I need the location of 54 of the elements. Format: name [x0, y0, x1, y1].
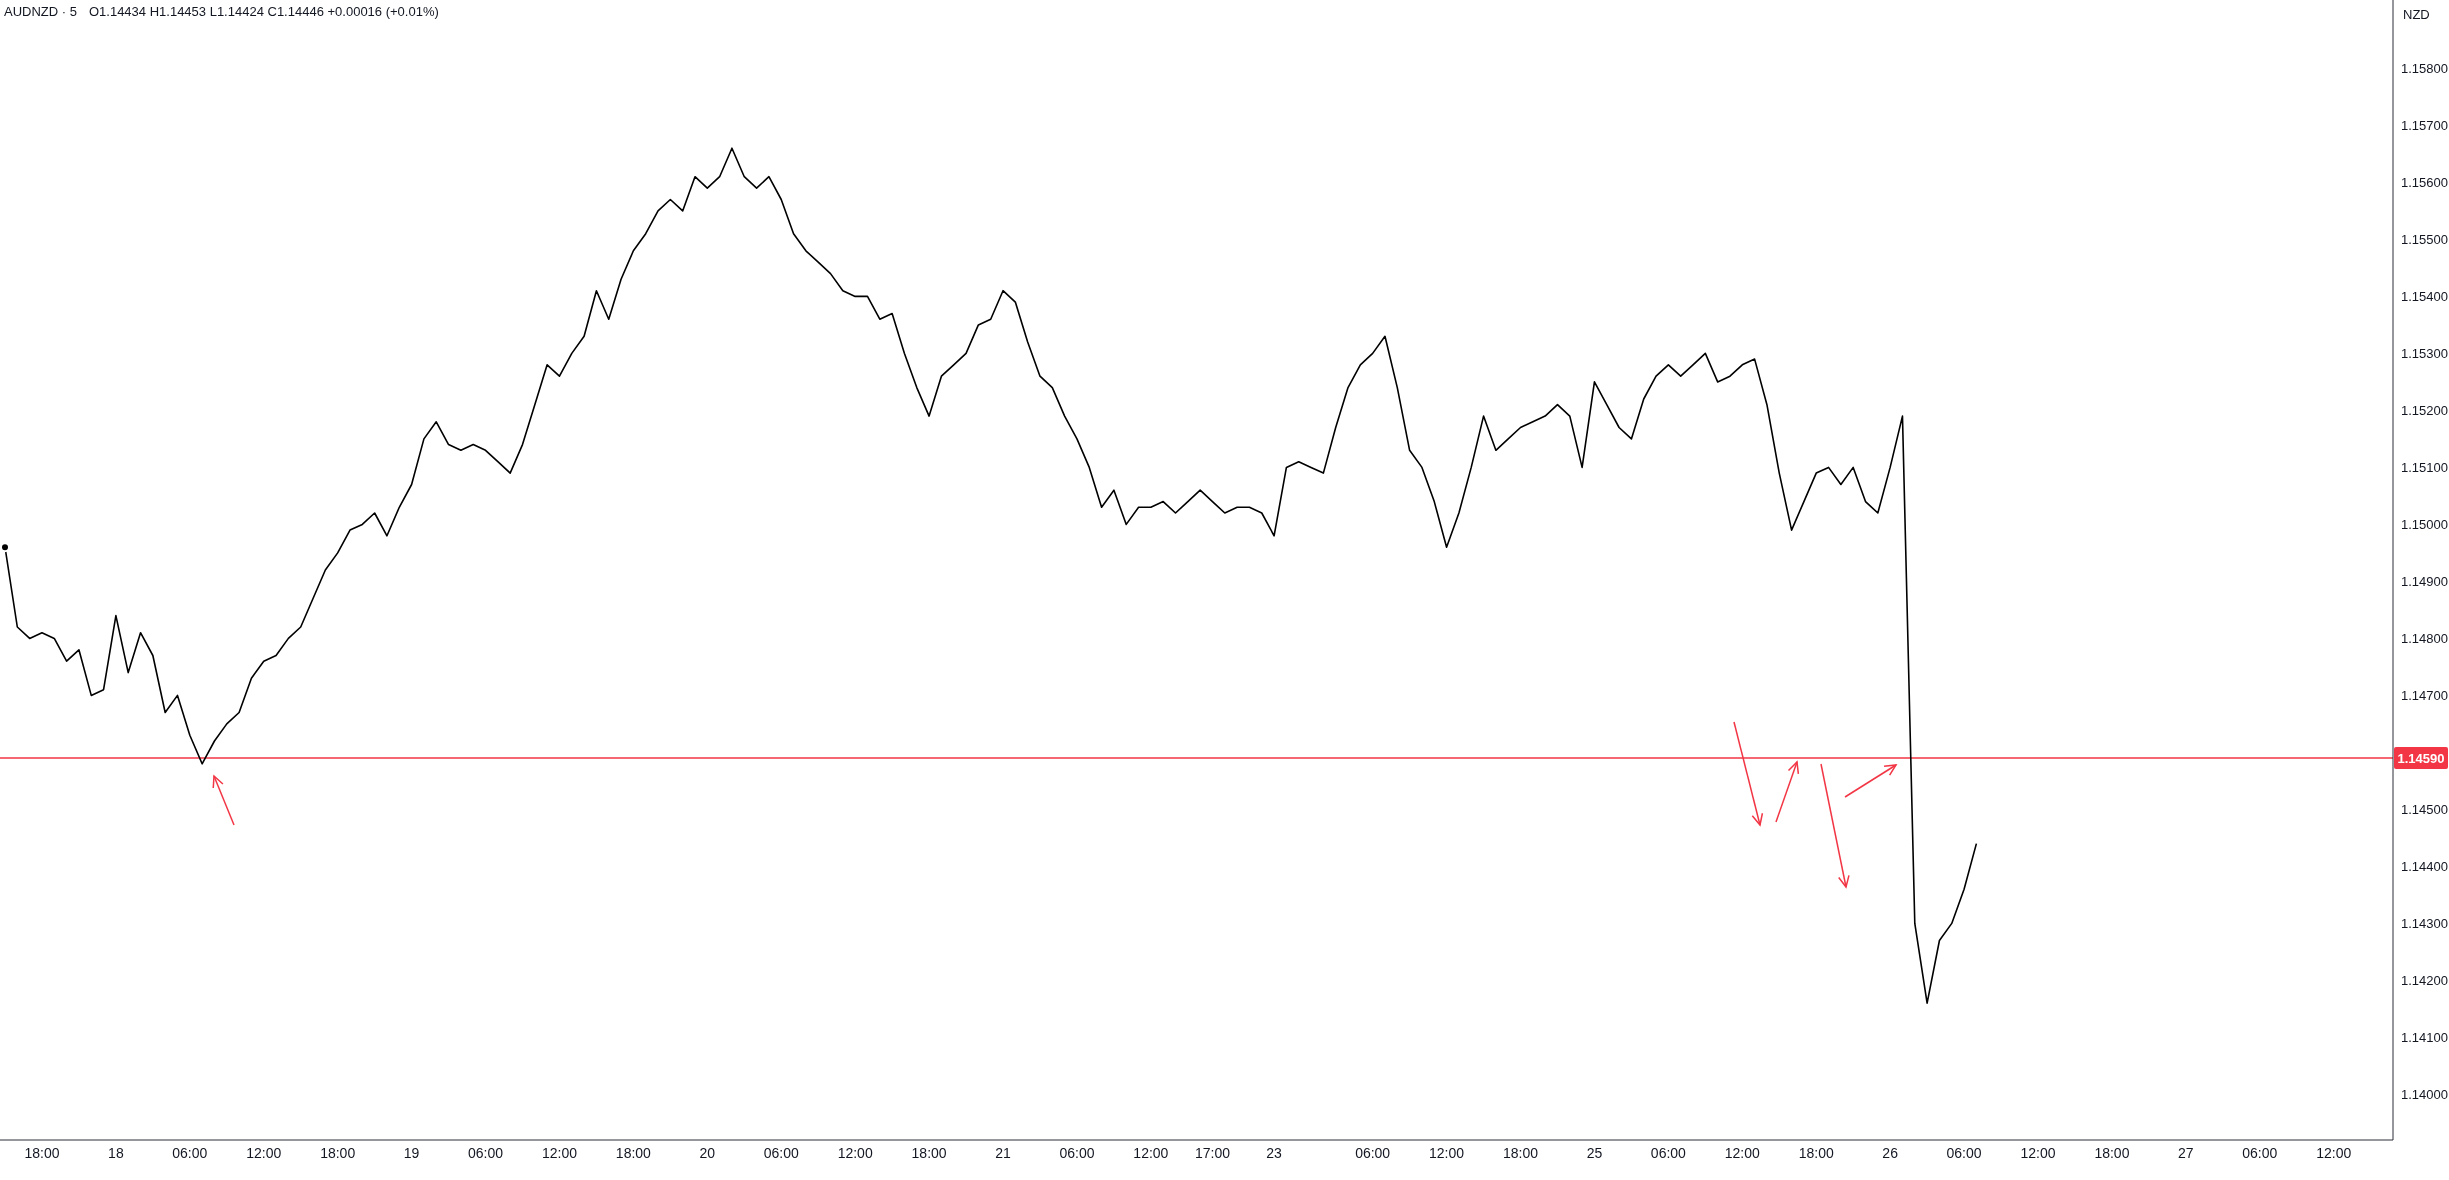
y-tick-label: 1.15600 [2401, 175, 2448, 191]
x-tick-label: 06:00 [1650, 1144, 1687, 1161]
x-tick-label: 18:00 [1502, 1144, 1539, 1161]
x-tick-label: 18:00 [2094, 1144, 2130, 1161]
y-tick-label: 1.14000 [2401, 1087, 2448, 1103]
y-tick-label: 1.14800 [2401, 631, 2448, 647]
chart-title: AUDNZD · 5 [4, 4, 77, 19]
y-tick-label: 1.15700 [2401, 118, 2448, 134]
x-tick-label: 12:00 [541, 1144, 578, 1161]
x-tick-label: 18:00 [911, 1144, 947, 1161]
y-tick-label: 1.15000 [2401, 517, 2448, 533]
y-axis-title: NZD [2403, 7, 2430, 22]
y-tick-label: 1.15500 [2401, 232, 2448, 248]
y-tick-label: 1.14400 [2401, 859, 2448, 875]
ref-line-label: 1.14590 [2397, 751, 2445, 767]
y-tick-label: 1.14900 [2401, 574, 2448, 590]
y-tick-label: 1.14300 [2401, 916, 2448, 932]
x-tick-label: 12:00 [2316, 1144, 2352, 1161]
x-tick-label: 12:00 [837, 1144, 873, 1161]
x-tick-label: 23 [1266, 1144, 1283, 1161]
x-tick-label: 19 [403, 1144, 420, 1161]
x-tick-label: 06:00 [763, 1144, 799, 1161]
x-tick-label: 18 [108, 1144, 124, 1161]
x-tick-label: 27 [2178, 1144, 2194, 1161]
y-tick-label: 1.14500 [2401, 802, 2448, 818]
y-tick-label: 1.15300 [2401, 346, 2448, 362]
x-tick-label: 18:00 [615, 1144, 652, 1161]
y-tick-label: 1.15200 [2401, 403, 2448, 419]
x-tick-label: 12:00 [1724, 1144, 1761, 1161]
x-tick-label: 18:00 [24, 1144, 60, 1161]
x-tick-label: 12:00 [1429, 1144, 1465, 1161]
x-tick-label: 06:00 [172, 1144, 208, 1161]
x-tick-label: 17:00 [1194, 1144, 1231, 1161]
y-tick-label: 1.15800 [2401, 61, 2448, 77]
y-tick-label: 1.14700 [2401, 688, 2448, 704]
x-tick-label: 06:00 [1355, 1144, 1391, 1161]
x-tick-label: 18:00 [1798, 1144, 1834, 1161]
x-tick-label: 12:00 [2020, 1144, 2056, 1161]
x-tick-label: 06:00 [2242, 1144, 2278, 1161]
x-tick-label: 12:00 [246, 1144, 282, 1161]
x-tick-label: 21 [995, 1144, 1012, 1161]
y-tick-label: 1.14200 [2401, 973, 2448, 989]
x-tick-label: 12:00 [1133, 1144, 1169, 1161]
x-tick-label: 18:00 [320, 1144, 356, 1161]
y-tick-label: 1.14100 [2401, 1030, 2448, 1046]
x-tick-label: 26 [1882, 1144, 1899, 1161]
x-tick-label: 20 [699, 1144, 716, 1161]
y-tick-label: 1.15100 [2401, 460, 2448, 476]
x-tick-label: 25 [1586, 1144, 1603, 1161]
x-tick-label: 06:00 [468, 1144, 504, 1161]
x-tick-label: 06:00 [1946, 1144, 1982, 1161]
y-tick-label: 1.15400 [2401, 289, 2448, 305]
chart-subtitle: O1.14434 H1.14453 L1.14424 C1.14446 +0.00016 (+0.01%) [88, 4, 439, 19]
x-tick-label: 06:00 [1059, 1144, 1095, 1161]
